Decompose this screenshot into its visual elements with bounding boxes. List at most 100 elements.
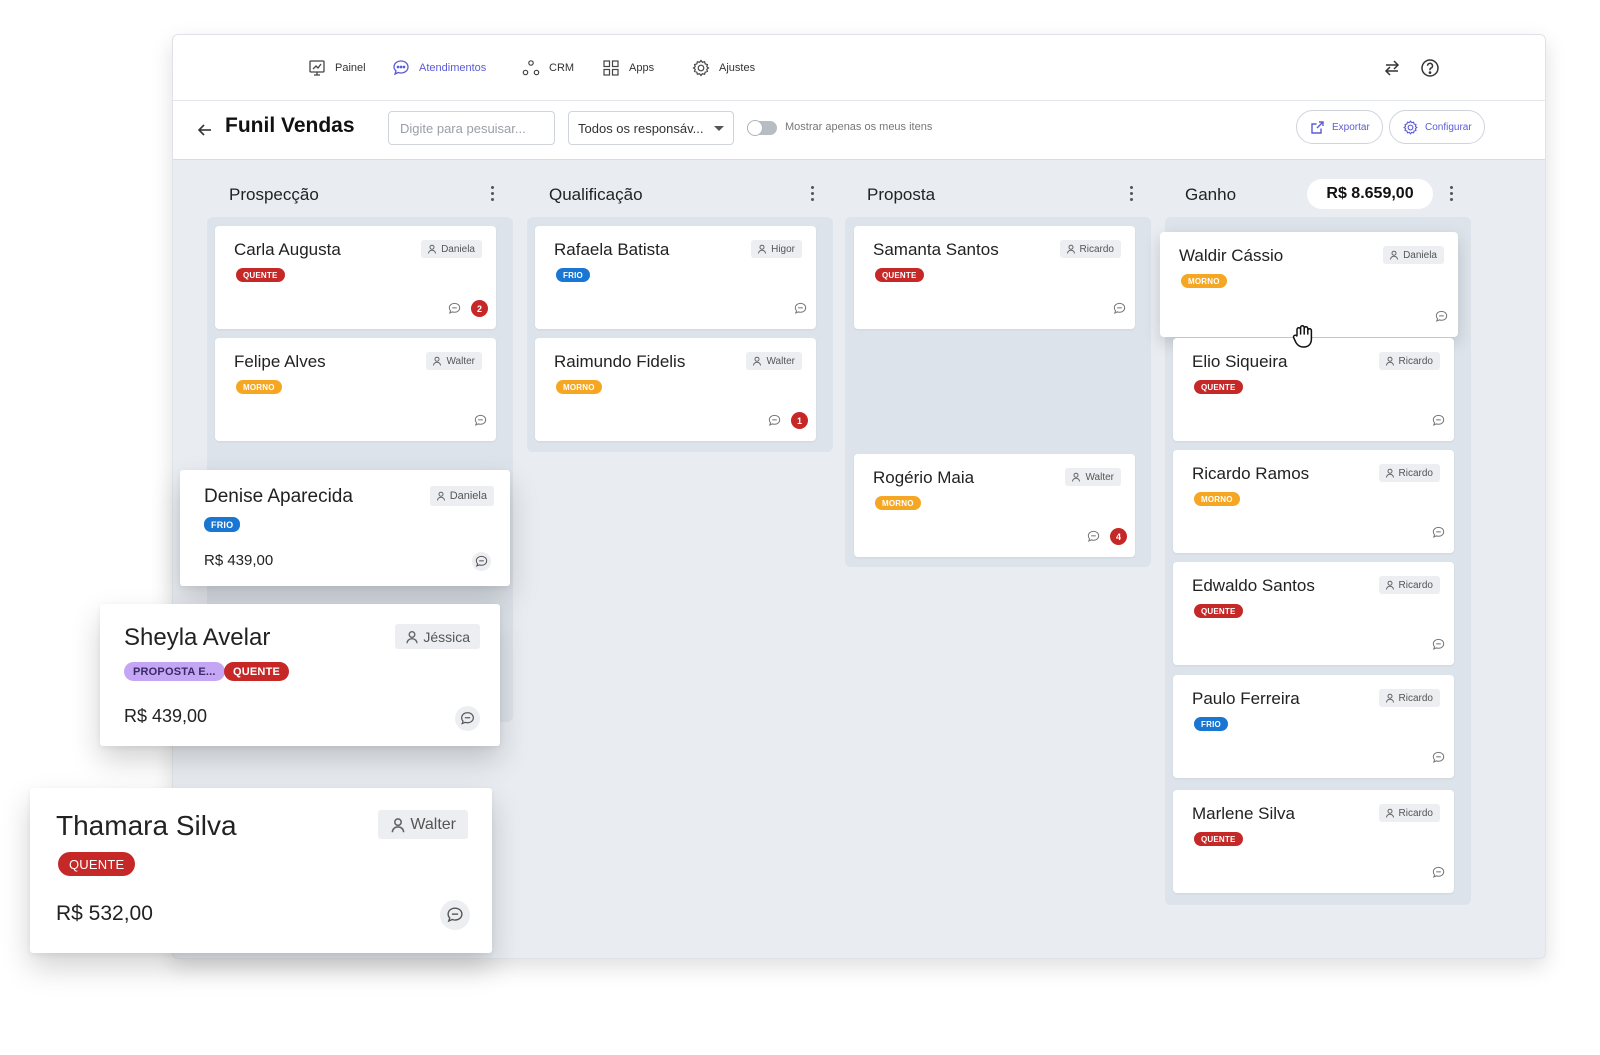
chat-icon[interactable] xyxy=(1086,529,1101,544)
user-icon xyxy=(391,817,405,832)
nav-crm[interactable]: CRM xyxy=(521,57,574,79)
column-menu-icon[interactable] xyxy=(491,186,495,202)
lead-name: Edwaldo Santos xyxy=(1192,576,1315,595)
stage-tag: PROPOSTA E... xyxy=(124,662,225,681)
floating-lead-card[interactable]: Thamara Silva Walter QUENTE R$ 532,00 xyxy=(30,788,492,953)
deal-value: R$ 439,00 xyxy=(124,706,208,726)
lead-name: Rafaela Batista xyxy=(554,240,670,259)
grid-icon xyxy=(603,60,619,76)
lead-card[interactable]: Elio Siqueira Ricardo QUENTE xyxy=(1173,338,1454,441)
temperature-tag: QUENTE xyxy=(1194,604,1243,618)
column-title-prospeccao: Prospecção xyxy=(229,185,319,204)
chat-icon[interactable] xyxy=(767,413,782,428)
owner-chip: Ricardo xyxy=(1378,352,1440,370)
nav-painel-label: Painel xyxy=(335,62,366,74)
chat-icon[interactable] xyxy=(1431,865,1446,880)
lead-card[interactable]: Marlene Silva Ricardo QUENTE xyxy=(1173,790,1454,893)
export-button-label: Exportar xyxy=(1332,121,1370,133)
floating-lead-card[interactable]: Denise Aparecida Daniela FRIO R$ 439,00 xyxy=(180,470,510,586)
lead-card[interactable]: Felipe Alves Walter MORNO xyxy=(215,338,496,441)
temperature-tag: QUENTE xyxy=(236,268,285,282)
help-circle-icon[interactable] xyxy=(1419,57,1441,79)
lead-name: Marlene Silva xyxy=(1192,804,1295,823)
owner-name: Ricardo xyxy=(1398,467,1433,479)
owner-name: Ricardo xyxy=(1079,243,1114,255)
page-title: Funil Vendas xyxy=(225,114,355,137)
chat-icon[interactable] xyxy=(1434,309,1449,324)
owner-chip: Jéssica xyxy=(395,624,480,649)
owner-name: Ricardo xyxy=(1398,355,1433,367)
toggle-knob xyxy=(747,120,763,136)
search-input[interactable] xyxy=(388,111,555,145)
responsible-select[interactable]: Todos os responsáv... xyxy=(568,111,734,145)
user-icon xyxy=(1390,250,1399,260)
lead-card[interactable]: Samanta Santos Ricardo QUENTE xyxy=(854,226,1135,329)
lead-name: Thamara Silva xyxy=(56,810,237,841)
temperature-tag: MORNO xyxy=(236,380,282,394)
chat-icon[interactable] xyxy=(473,413,488,428)
nav-ajustes[interactable]: Ajustes xyxy=(691,57,755,79)
gear-icon xyxy=(692,59,710,77)
chat-icon[interactable] xyxy=(1431,750,1446,765)
app-window: Painel Atendimentos CRM Apps Ajustes Fun… xyxy=(172,34,1546,959)
nav-painel[interactable]: Painel xyxy=(307,57,366,79)
lead-card[interactable]: Rogério Maia Walter MORNO 4 xyxy=(854,454,1135,557)
lead-name: Denise Aparecida xyxy=(204,486,353,507)
lead-card[interactable]: Paulo Ferreira Ricardo FRIO xyxy=(1173,675,1454,778)
lead-card[interactable]: Edwaldo Santos Ricardo QUENTE xyxy=(1173,562,1454,665)
user-icon xyxy=(1066,244,1075,254)
user-icon xyxy=(436,491,445,501)
column-menu-icon[interactable] xyxy=(1130,186,1134,202)
swap-arrows-icon[interactable] xyxy=(1381,57,1403,79)
lead-name: Elio Siqueira xyxy=(1192,352,1288,371)
chat-icon[interactable] xyxy=(793,301,808,316)
temperature-tag: FRIO xyxy=(1194,717,1228,731)
chat-icon[interactable] xyxy=(1431,525,1446,540)
external-link-icon xyxy=(1311,120,1324,134)
owner-name: Higor xyxy=(771,243,795,255)
lead-card[interactable]: Carla Augusta Daniela QUENTE 2 xyxy=(215,226,496,329)
user-icon xyxy=(1072,472,1081,482)
owner-name: Walter xyxy=(1085,471,1114,483)
chevron-down-icon xyxy=(714,125,724,131)
nav-apps[interactable]: Apps xyxy=(601,57,654,79)
owner-chip: Daniela xyxy=(1383,246,1444,264)
owner-chip: Ricardo xyxy=(1059,240,1121,258)
lead-name: Rogério Maia xyxy=(873,468,975,487)
user-icon xyxy=(1385,356,1394,366)
chat-icon[interactable] xyxy=(440,900,470,930)
chat-icon[interactable] xyxy=(1112,301,1127,316)
owner-chip: Walter xyxy=(1065,468,1121,486)
chat-icon[interactable] xyxy=(1431,413,1446,428)
column-menu-icon[interactable] xyxy=(1450,186,1454,202)
floating-lead-card[interactable]: Sheyla Avelar Jéssica PROPOSTA E... QUEN… xyxy=(100,604,500,746)
temperature-tag: MORNO xyxy=(1194,492,1240,506)
owner-chip: Walter xyxy=(746,352,802,370)
my-items-toggle-label: Mostrar apenas os meus itens xyxy=(785,121,933,133)
chat-icon[interactable] xyxy=(1431,637,1446,652)
export-button[interactable]: Exportar xyxy=(1296,110,1383,144)
temperature-tag: QUENTE xyxy=(1194,832,1243,846)
owner-name: Daniela xyxy=(1403,249,1437,261)
presentation-chart-icon xyxy=(309,60,325,76)
configure-button[interactable]: Configurar xyxy=(1389,110,1485,144)
back-arrow-icon[interactable] xyxy=(195,120,215,140)
lead-card[interactable]: Ricardo Ramos Ricardo MORNO xyxy=(1173,450,1454,553)
my-items-toggle[interactable] xyxy=(747,120,777,136)
lead-card[interactable]: Rafaela Batista Higor FRIO xyxy=(535,226,816,329)
lead-card[interactable]: Raimundo Fidelis Walter MORNO 1 xyxy=(535,338,816,441)
nav-atendimentos[interactable]: Atendimentos xyxy=(391,57,486,79)
temperature-tag: QUENTE xyxy=(1194,380,1243,394)
chat-icon[interactable] xyxy=(447,301,462,316)
deal-value: R$ 532,00 xyxy=(56,902,153,925)
chat-icon[interactable] xyxy=(455,706,480,731)
column-title-ganho: Ganho xyxy=(1185,185,1237,204)
lead-card-dragging[interactable]: Waldir Cássio Daniela MORNO xyxy=(1160,232,1458,337)
chat-icon[interactable] xyxy=(472,552,491,571)
column-menu-icon[interactable] xyxy=(811,186,815,202)
owner-chip: Higor xyxy=(751,240,802,258)
temperature-tag: QUENTE xyxy=(875,268,924,282)
top-navigation: Painel Atendimentos CRM Apps Ajustes xyxy=(173,35,1545,101)
temperature-tag: QUENTE xyxy=(58,852,136,876)
owner-name: Walter xyxy=(766,355,795,367)
